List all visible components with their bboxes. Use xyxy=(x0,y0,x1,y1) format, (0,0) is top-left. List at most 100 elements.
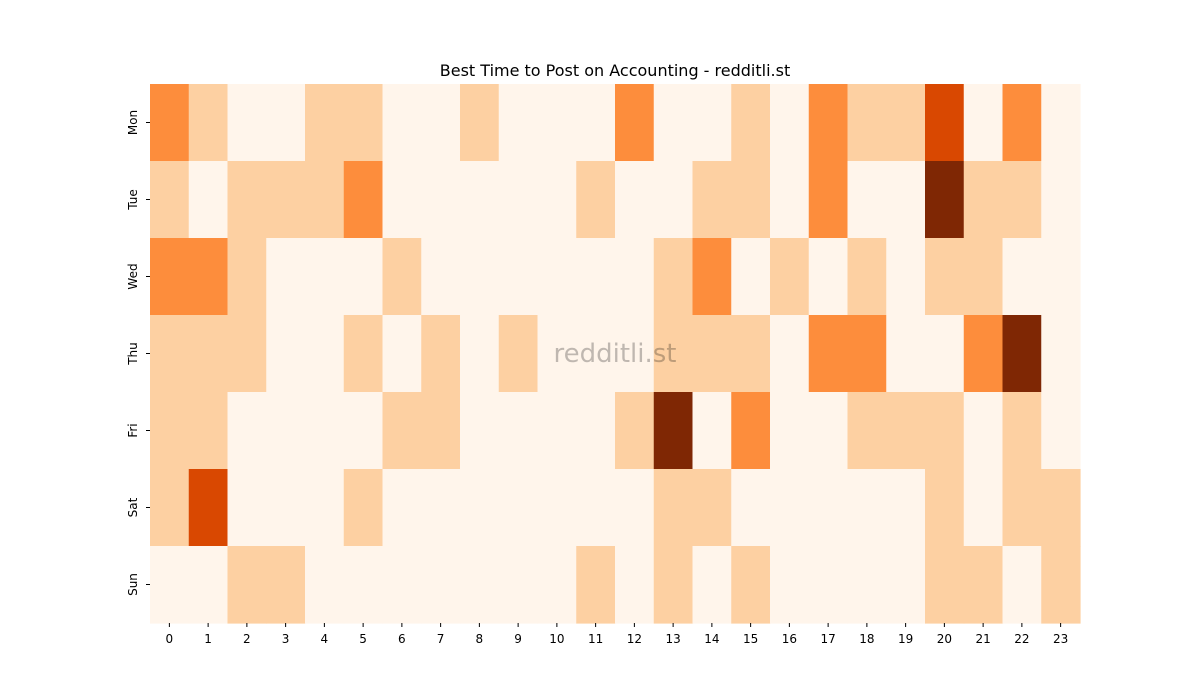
heatmap-cell-sun-17 xyxy=(808,546,849,624)
heatmap-cell-sat-19 xyxy=(886,469,926,547)
heatmap-cell-fri-22 xyxy=(1002,392,1042,470)
heatmap-cell-fri-19 xyxy=(886,392,926,470)
heatmap-cell-fri-20 xyxy=(925,392,965,470)
x-tick-label: 20 xyxy=(937,632,952,646)
heatmap-cell-tue-9 xyxy=(498,161,539,239)
heatmap-cell-wed-9 xyxy=(498,238,539,316)
heatmap-cell-thu-6 xyxy=(382,315,422,393)
x-tick-label: 19 xyxy=(898,632,913,646)
heatmap-cell-fri-3 xyxy=(266,392,306,470)
heatmap-cell-sun-0 xyxy=(150,546,190,624)
heatmap-cell-tue-6 xyxy=(382,161,422,239)
heatmap-cell-wed-22 xyxy=(1002,238,1042,316)
heatmap-cell-thu-11 xyxy=(576,315,616,393)
heatmap-cell-mon-9 xyxy=(498,84,539,162)
heatmap-cell-sun-21 xyxy=(963,546,1004,624)
heatmap-cell-tue-21 xyxy=(963,161,1004,239)
x-tick-label: 17 xyxy=(820,632,835,646)
heatmap-cell-thu-14 xyxy=(692,315,732,393)
heatmap-cell-wed-6 xyxy=(382,238,422,316)
heatmap-cell-mon-12 xyxy=(615,84,655,162)
heatmap-cell-fri-0 xyxy=(150,392,190,470)
heatmap-cell-tue-18 xyxy=(847,161,887,239)
x-tick-label: 13 xyxy=(665,632,680,646)
heatmap-cell-fri-18 xyxy=(847,392,887,470)
y-tick-label: Tue xyxy=(126,189,140,211)
heatmap-cell-fri-9 xyxy=(498,392,539,470)
heatmap-cell-sat-3 xyxy=(266,469,306,547)
watermark: redditli.st xyxy=(554,339,677,369)
heatmap-cell-thu-13 xyxy=(653,315,694,393)
heatmap-cell-sat-8 xyxy=(460,469,500,547)
heatmap-cell-thu-9 xyxy=(498,315,539,393)
heatmap-cell-wed-12 xyxy=(615,238,655,316)
heatmap-cell-fri-16 xyxy=(770,392,810,470)
heatmap-cell-sat-0 xyxy=(150,469,190,547)
heatmap-cell-thu-20 xyxy=(925,315,965,393)
heatmap-cell-mon-14 xyxy=(692,84,732,162)
heatmap-cell-thu-8 xyxy=(460,315,500,393)
heatmap-cell-sat-5 xyxy=(343,469,384,547)
heatmap-cell-wed-7 xyxy=(421,238,461,316)
heatmap-cell-sun-19 xyxy=(886,546,926,624)
heatmap-cell-thu-21 xyxy=(963,315,1004,393)
heatmap-cell-sat-11 xyxy=(576,469,616,547)
heatmap-cell-wed-23 xyxy=(1041,238,1081,316)
heatmap-cell-tue-4 xyxy=(305,161,345,239)
heatmap-cell-sun-4 xyxy=(305,546,345,624)
heatmap-cell-tue-1 xyxy=(188,161,229,239)
heatmap-cell-sun-3 xyxy=(266,546,306,624)
heatmap-cell-tue-0 xyxy=(150,161,190,239)
heatmap-cell-thu-4 xyxy=(305,315,345,393)
heatmap-cell-sun-23 xyxy=(1041,546,1081,624)
heatmap-cell-sat-15 xyxy=(731,469,771,547)
heatmap-cell-sun-1 xyxy=(188,546,229,624)
heatmap-cell-fri-5 xyxy=(343,392,384,470)
heatmap-cell-fri-2 xyxy=(227,392,267,470)
heatmap-cell-mon-17 xyxy=(808,84,849,162)
heatmap-cell-sat-14 xyxy=(692,469,732,547)
heatmap-cell-mon-8 xyxy=(460,84,500,162)
heatmap-cell-wed-3 xyxy=(266,238,306,316)
x-tick-label: 5 xyxy=(359,632,367,646)
heatmap-cell-mon-13 xyxy=(653,84,694,162)
heatmap-cell-sun-13 xyxy=(653,546,694,624)
heatmap-cell-wed-17 xyxy=(808,238,849,316)
x-tick-label: 12 xyxy=(627,632,642,646)
heatmap-cell-sun-6 xyxy=(382,546,422,624)
heatmap-cell-sat-16 xyxy=(770,469,810,547)
heatmap-cell-mon-11 xyxy=(576,84,616,162)
heatmap-cell-wed-5 xyxy=(343,238,384,316)
heatmap-cell-thu-22 xyxy=(1002,315,1042,393)
chart-title: Best Time to Post on Accounting - reddit… xyxy=(440,61,790,80)
x-tick-label: 16 xyxy=(782,632,797,646)
heatmap-cell-sun-20 xyxy=(925,546,965,624)
heatmap-cell-thu-7 xyxy=(421,315,461,393)
heatmap-cell-thu-12 xyxy=(615,315,655,393)
heatmap-cell-fri-4 xyxy=(305,392,345,470)
heatmap-cell-wed-14 xyxy=(692,238,732,316)
heatmap-cell-tue-2 xyxy=(227,161,267,239)
heatmap-cell-tue-17 xyxy=(808,161,849,239)
heatmap-cell-wed-2 xyxy=(227,238,267,316)
heatmap-cell-sat-1 xyxy=(188,469,229,547)
heatmap-cell-tue-12 xyxy=(615,161,655,239)
heatmap-cell-sat-4 xyxy=(305,469,345,547)
x-axis: 0 1 2 3 4 5 6 7 8 9 10 11 12 13 14 15 16 17 18 19 20 21 22 23 xyxy=(166,623,1068,646)
x-tick-label: 11 xyxy=(588,632,603,646)
heatmap-cell-tue-8 xyxy=(460,161,500,239)
heatmap-cell-fri-12 xyxy=(615,392,655,470)
heatmap-cell-tue-13 xyxy=(653,161,694,239)
heatmap-cell-wed-11 xyxy=(576,238,616,316)
heatmap-cell-fri-6 xyxy=(382,392,422,470)
heatmap-cell-mon-4 xyxy=(305,84,345,162)
heatmap-cells xyxy=(150,84,1081,624)
heatmap-cell-thu-0 xyxy=(150,315,190,393)
y-tick-label: Wed xyxy=(126,263,140,289)
x-tick-label: 6 xyxy=(398,632,406,646)
x-tick-label: 1 xyxy=(204,632,212,646)
heatmap-cell-tue-19 xyxy=(886,161,926,239)
heatmap-cell-thu-3 xyxy=(266,315,306,393)
heatmap-cell-mon-23 xyxy=(1041,84,1081,162)
heatmap-cell-tue-22 xyxy=(1002,161,1042,239)
